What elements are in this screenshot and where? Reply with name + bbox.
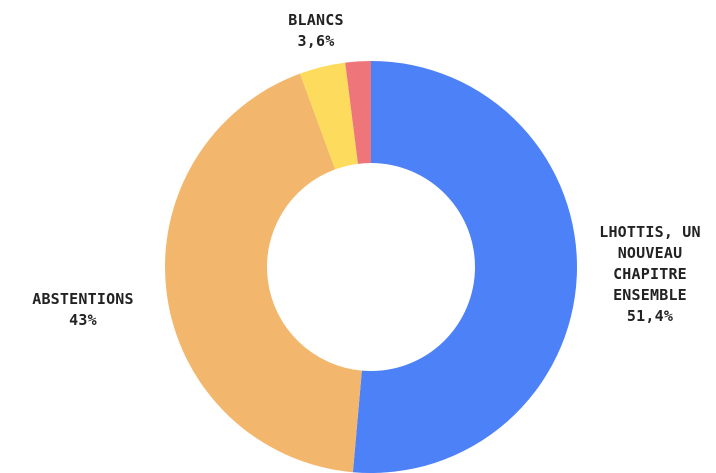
slice-name-label: LHOTTIS, UN (599, 223, 701, 241)
slice-other-3 (345, 61, 371, 164)
slice-name-label: NOUVEAU (618, 244, 683, 262)
donut-slices (165, 61, 577, 473)
slice-labels: LHOTTIS, UN NOUVEAU CHAPITRE ENSEMBLE 51,4% A… (32, 11, 701, 329)
slice-blancs (300, 62, 358, 170)
slice-label: LHOTTIS, UN NOUVEAU CHAPITRE ENSEMBLE 51,4% (599, 223, 701, 325)
slice-name-label: BLANCS (288, 11, 343, 29)
slice-name-label: CHAPITRE (613, 265, 687, 283)
slice-name-label: ABSTENTIONS (32, 290, 134, 308)
slice-label: BLANCS 3,6% (288, 11, 343, 50)
slice-abstentions (165, 73, 362, 473)
slice-value-label: 3,6% (298, 32, 335, 50)
slice-value-label: 43% (69, 311, 97, 329)
slice-value-label: 51,4% (627, 307, 673, 325)
slice-label: ABSTENTIONS 43% (32, 290, 134, 329)
slice-lhottis (352, 61, 577, 473)
slice-name-label: ENSEMBLE (613, 286, 687, 304)
